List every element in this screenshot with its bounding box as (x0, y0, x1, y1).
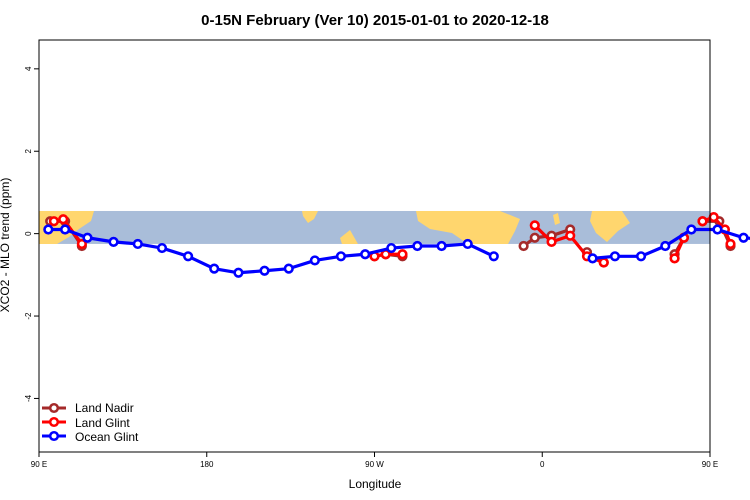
data-point-ocean-glint (462, 238, 473, 250)
x-tick-label: 0 (540, 460, 545, 469)
data-point-land-glint (669, 253, 680, 264)
y-axis-ticks: -4 -2 0 2 4 (24, 66, 39, 402)
data-point-land-glint (565, 230, 576, 241)
y-tick-label: 4 (24, 66, 33, 71)
legend-marker-ocean-glint (48, 430, 60, 442)
y-tick-label: -4 (24, 394, 33, 402)
x-tick-label: 90 W (365, 460, 384, 469)
legend-item-land-nadir: Land Nadir (42, 401, 134, 415)
data-point-ocean-glint (132, 238, 143, 250)
x-tick-label: 90 E (702, 460, 718, 469)
data-point-land-glint (48, 216, 60, 227)
data-point-ocean-glint (635, 251, 647, 262)
data-point-land-glint (58, 214, 69, 225)
data-point-ocean-glint (209, 263, 220, 274)
legend-item-ocean-glint: Ocean Glint (42, 430, 139, 444)
data-point-ocean-glint (738, 232, 749, 243)
data-point-ocean-glint (183, 251, 194, 262)
data-point-land-glint (529, 220, 540, 231)
data-point-land-glint (546, 236, 557, 247)
land-south-america (340, 229, 358, 244)
x-axis-ticks: 90 E 180 90 W 0 90 E (31, 452, 718, 469)
legend-label-ocean-glint: Ocean Glint (75, 430, 139, 444)
data-point-land-glint (708, 212, 719, 223)
data-point-ocean-glint (259, 265, 270, 276)
data-point-ocean-glint (386, 242, 397, 254)
series-line-land-glint (701, 215, 732, 245)
y-tick-label: -2 (24, 312, 33, 320)
data-point-land-glint (725, 238, 736, 250)
data-point-ocean-glint (283, 263, 294, 274)
data-point-ocean-glint (712, 224, 723, 235)
data-point-ocean-glint (360, 249, 371, 260)
data-point-ocean-glint (609, 251, 621, 262)
y-axis-label: XCO2 - MLO trend (ppm) (0, 178, 12, 313)
data-point-ocean-glint (156, 242, 168, 254)
land-sea-right (590, 210, 630, 242)
chart-title: 0-15N February (Ver 10) 2015-01-01 to 20… (201, 12, 549, 29)
series-layer (43, 212, 750, 278)
series-ocean-glint (43, 224, 750, 278)
data-point-ocean-glint (335, 251, 347, 262)
data-point-ocean-glint (587, 253, 598, 264)
data-point-ocean-glint (59, 224, 71, 235)
data-point-ocean-glint (686, 224, 697, 235)
data-point-ocean-glint (233, 267, 244, 278)
series-line-ocean-glint (592, 227, 750, 260)
data-point-land-glint (397, 249, 408, 260)
legend-marker-land-nadir (48, 402, 60, 414)
data-point-land-glint (697, 216, 708, 227)
data-point-land-nadir (529, 232, 540, 243)
y-tick-label: 2 (24, 148, 33, 153)
x-tick-label: 180 (200, 460, 214, 469)
data-point-ocean-glint (488, 251, 499, 262)
legend-marker-land-glint (48, 416, 60, 428)
legend-label-land-glint: Land Glint (75, 416, 130, 430)
x-axis-label: Longitude (349, 477, 402, 491)
series-line-land-nadir (522, 228, 571, 248)
land-central-america (302, 210, 318, 223)
plot-frame (38, 39, 711, 453)
data-point-land-nadir (518, 240, 529, 252)
legend-item-land-glint: Land Glint (42, 416, 130, 430)
plot-background (39, 210, 710, 244)
legend: Land Nadir Land Glint Ocean Glint (42, 401, 139, 444)
data-point-ocean-glint (43, 224, 54, 235)
x-tick-label: 90 E (31, 460, 47, 469)
data-point-ocean-glint (436, 240, 447, 252)
y-tick-label: 0 (24, 231, 33, 236)
data-point-ocean-glint (660, 240, 671, 252)
land-island-small (553, 212, 560, 225)
land-africa (416, 210, 520, 244)
data-point-ocean-glint (309, 255, 320, 266)
data-point-land-glint (76, 238, 87, 250)
data-point-ocean-glint (412, 240, 423, 252)
legend-label-land-nadir: Land Nadir (75, 401, 134, 415)
data-point-ocean-glint (108, 236, 119, 247)
data-point-ocean-glint (82, 232, 93, 243)
data-point-land-glint (598, 257, 609, 268)
